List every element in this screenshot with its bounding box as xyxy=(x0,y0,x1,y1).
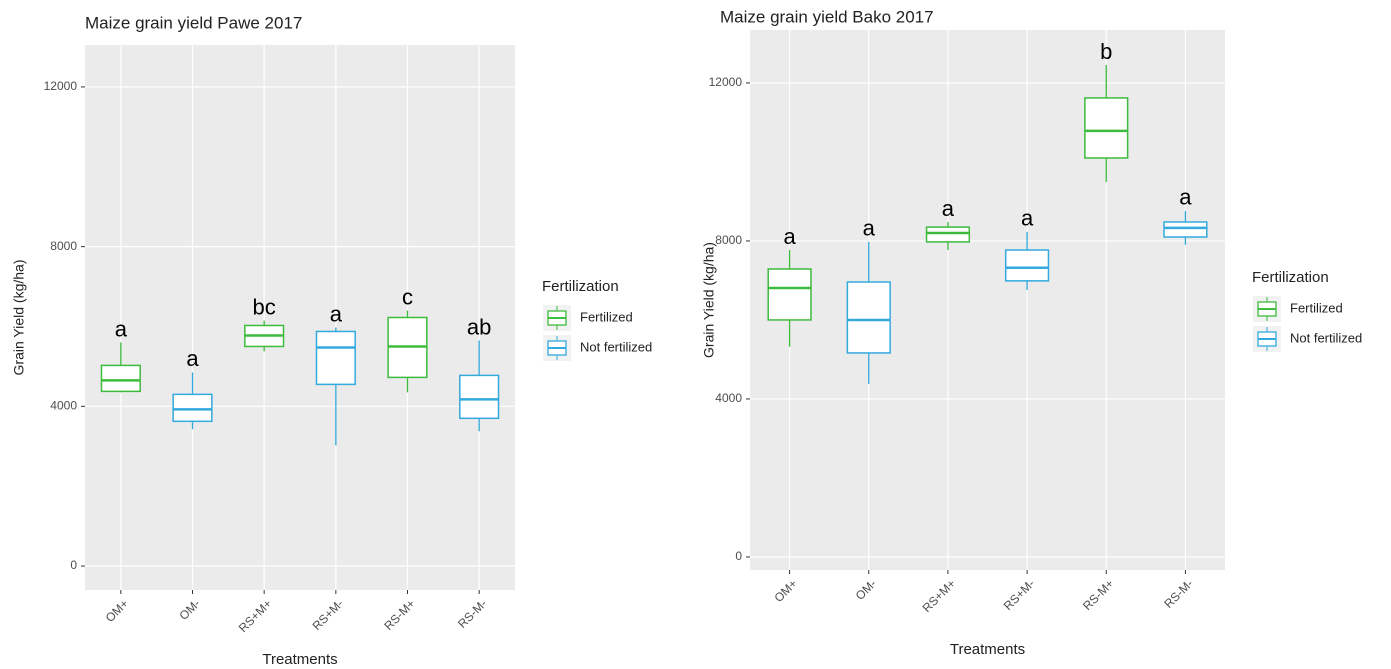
box xyxy=(459,374,500,420)
group-letter: a xyxy=(863,216,876,241)
box xyxy=(100,364,141,393)
group-letter: a xyxy=(1021,206,1034,231)
x-tick-label: RS+M- xyxy=(310,596,347,633)
x-tick-label: OM+ xyxy=(103,596,132,625)
group-letter: a xyxy=(783,224,796,249)
box xyxy=(925,226,971,243)
y-axis-label: Grain Yield (kg/ha) xyxy=(11,260,27,376)
x-tick-label: RS-M+ xyxy=(381,596,418,633)
group-letter: b xyxy=(1100,39,1112,64)
panel xyxy=(85,45,515,590)
y-tick-label: 0 xyxy=(70,558,77,572)
group-letter: a xyxy=(115,316,128,341)
y-tick-label: 4000 xyxy=(50,399,77,413)
legend-title: Fertilization xyxy=(1252,269,1329,286)
legend-label: Not fertilized xyxy=(580,339,652,354)
box xyxy=(767,268,812,321)
x-tick-label: OM- xyxy=(853,576,879,602)
box xyxy=(1004,249,1050,282)
legend-label: Fertilized xyxy=(580,309,633,324)
group-letter: a xyxy=(1179,185,1192,210)
group-letter: a xyxy=(186,346,199,371)
y-tick-label: 0 xyxy=(735,549,742,563)
y-tick-label: 8000 xyxy=(50,239,77,253)
y-axis-label: Grain Yield (kg/ha) xyxy=(701,242,717,358)
x-axis-label: Treatments xyxy=(950,641,1025,658)
group-letter: bc xyxy=(253,294,276,319)
group-letter: ab xyxy=(467,314,491,339)
x-tick-label: OM- xyxy=(176,596,202,622)
y-tick-label: 12000 xyxy=(709,75,743,89)
group-letter: c xyxy=(402,284,413,309)
y-tick-label: 4000 xyxy=(715,391,742,405)
box xyxy=(172,393,213,423)
x-axis-label: Treatments xyxy=(262,651,337,668)
box xyxy=(1084,97,1129,159)
legend-label: Not fertilized xyxy=(1290,330,1362,345)
chart-title: Maize grain yield Bako 2017 xyxy=(720,7,934,26)
x-tick-label: RS-M+ xyxy=(1080,576,1117,613)
legend-title: Fertilization xyxy=(542,278,619,295)
x-tick-label: RS-M- xyxy=(455,596,489,630)
legend-label: Fertilized xyxy=(1290,300,1343,315)
chart-title: Maize grain yield Pawe 2017 xyxy=(85,13,302,32)
box xyxy=(846,281,891,354)
y-tick-label: 8000 xyxy=(715,233,742,247)
panel xyxy=(750,30,1225,570)
box xyxy=(1163,221,1208,238)
x-tick-label: RS+M- xyxy=(1001,576,1038,613)
x-tick-label: RS-M- xyxy=(1161,576,1195,610)
x-tick-label: RS+M+ xyxy=(236,596,275,635)
x-tick-label: RS+M+ xyxy=(920,576,959,615)
group-letter: a xyxy=(330,301,343,326)
y-tick-label: 12000 xyxy=(44,79,78,93)
group-letter: a xyxy=(942,196,955,221)
x-tick-label: OM+ xyxy=(771,576,800,605)
box xyxy=(315,330,356,386)
